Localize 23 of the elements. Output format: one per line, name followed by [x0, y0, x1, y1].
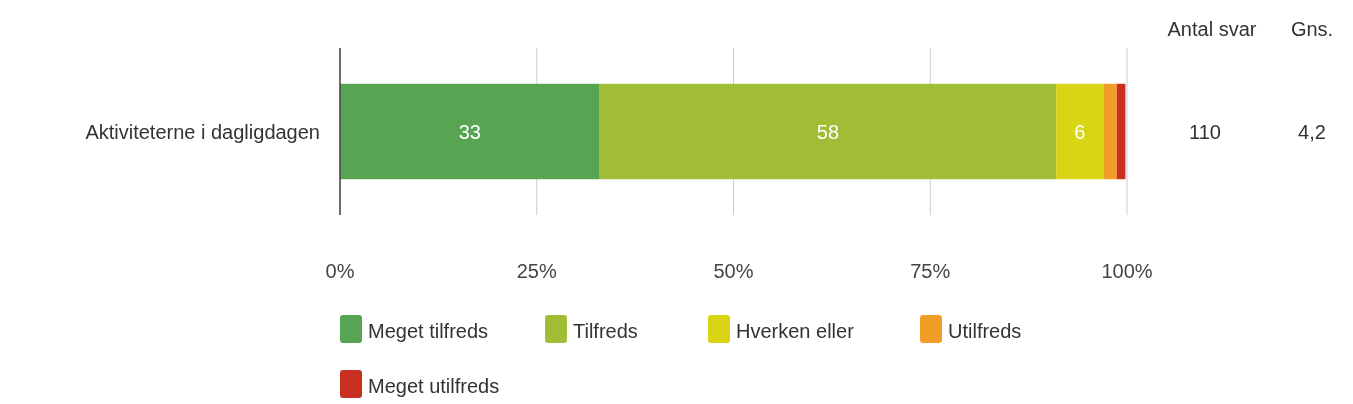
x-tick-label: 50% [713, 260, 754, 282]
data-label: 6 [1074, 120, 1086, 143]
bar [599, 83, 1057, 180]
x-tick-label: 25% [516, 260, 557, 282]
bar [1056, 83, 1104, 180]
data-label: 58 [816, 120, 840, 143]
bar [1103, 83, 1117, 180]
text: 4,2 [1298, 120, 1326, 143]
text: 110 [1189, 120, 1221, 143]
data-label: 33 [458, 120, 481, 143]
bar [340, 83, 600, 180]
text: Antal svar [1167, 18, 1257, 40]
x-tick-label: 0% [325, 260, 355, 282]
bar [1116, 83, 1126, 180]
legend-label: Meget utilfreds [368, 375, 500, 397]
legend-label: Hverken eller [736, 320, 855, 342]
y-tick-label: Aktiviteterne i dagligdagen [85, 120, 320, 143]
x-tick-label: 100% [1101, 260, 1153, 282]
text: Gns. [1290, 18, 1334, 40]
legend-label: Meget tilfreds [368, 320, 489, 342]
x-tick-label: 75% [910, 260, 951, 282]
legend-label: Utilfreds [948, 320, 1022, 342]
legend-label: Tilfreds [573, 320, 638, 342]
